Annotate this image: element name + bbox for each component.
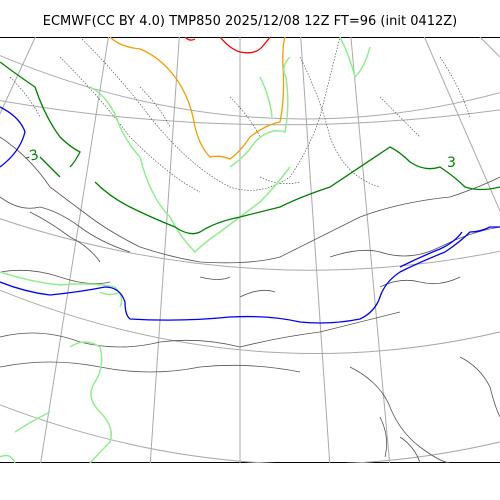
weather-map: -3 3 — [0, 37, 500, 463]
dotted-contours — [9, 37, 471, 193]
longitude-line — [423, 37, 500, 213]
longitude-line — [40, 37, 109, 463]
longitude-line — [350, 37, 391, 463]
contour-orange — [109, 37, 286, 160]
contour-label: 3 — [447, 155, 456, 171]
longitude-line — [0, 37, 36, 115]
contour-label: -3 — [23, 147, 41, 166]
contour-blue — [0, 106, 26, 168]
contour-green — [0, 61, 500, 235]
latitude-line — [0, 289, 500, 354]
contour-blue — [399, 231, 463, 268]
contour-blue — [0, 226, 500, 324]
contour-red — [184, 37, 271, 54]
latitude-line — [0, 100, 500, 126]
contour-lightgreen — [0, 271, 123, 308]
latitude-line — [0, 404, 500, 463]
contour-lightgreen — [89, 37, 371, 254]
coastlines — [0, 136, 500, 463]
latitude-line — [0, 55, 500, 120]
graticule — [0, 37, 500, 463]
longitude-line — [479, 37, 500, 58]
contour-lightgreen — [0, 341, 112, 463]
map-title: ECMWF(CC BY 4.0) TMP850 2025/12/08 12Z F… — [42, 14, 458, 29]
latitude-line — [0, 218, 500, 271]
longitude-line — [300, 37, 331, 463]
longitude-line — [149, 37, 180, 463]
